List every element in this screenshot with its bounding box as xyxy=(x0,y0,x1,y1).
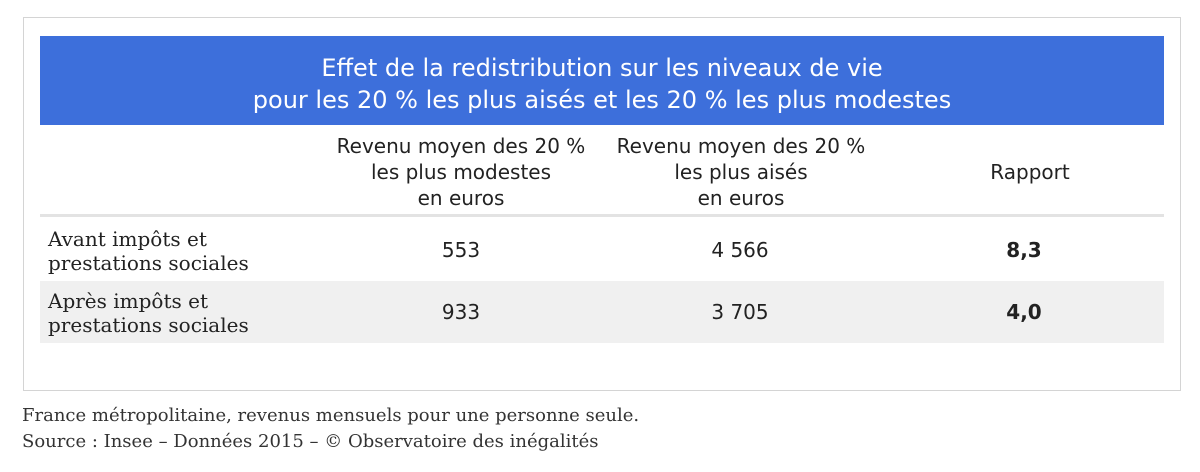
title-line-2: pour les 20 % les plus aisés et les 20 %… xyxy=(252,86,952,114)
row-label-line: Après impôts et xyxy=(48,289,208,313)
footnote-scope: France métropolitaine, revenus mensuels … xyxy=(22,405,640,426)
row-label: Après impôts et prestations sociales xyxy=(48,289,249,337)
column-header-line: Revenu moyen des 20 % xyxy=(616,134,866,158)
table-title: Effet de la redistribution sur les nivea… xyxy=(40,36,1164,125)
column-header-line: en euros xyxy=(417,186,505,210)
footnote-source: Source : Insee – Données 2015 – © Observ… xyxy=(22,431,599,452)
row-label-line: prestations sociales xyxy=(48,313,249,337)
column-header-modestes: Revenu moyen des 20 % les plus modestes … xyxy=(330,133,592,211)
column-header-line: les plus aisés xyxy=(674,160,808,184)
row-label-line: prestations sociales xyxy=(48,251,249,275)
value-cell-rapport: 4,0 xyxy=(1006,300,1042,324)
column-header-rapport: Rapport xyxy=(930,159,1130,185)
value-cell-aises: 3 705 xyxy=(711,300,769,324)
column-header-line: Revenu moyen des 20 % xyxy=(336,134,586,158)
column-header-line: les plus modestes xyxy=(370,160,552,184)
value-cell-modestes: 933 xyxy=(441,300,481,324)
value-cell-aises: 4 566 xyxy=(711,238,769,262)
row-label-line: Avant impôts et xyxy=(48,227,207,251)
title-line-1: Effet de la redistribution sur les nivea… xyxy=(321,54,883,82)
column-header-line: en euros xyxy=(697,186,785,210)
table-row: Après impôts et prestations sociales 933… xyxy=(40,281,1164,343)
table-row: Avant impôts et prestations sociales 553… xyxy=(40,219,1164,281)
header-divider xyxy=(40,214,1164,217)
row-label: Avant impôts et prestations sociales xyxy=(48,227,249,275)
column-header-aises: Revenu moyen des 20 % les plus aisés en … xyxy=(610,133,872,211)
column-header-line: Rapport xyxy=(990,160,1070,184)
value-cell-rapport: 8,3 xyxy=(1006,238,1042,262)
value-cell-modestes: 553 xyxy=(441,238,481,262)
